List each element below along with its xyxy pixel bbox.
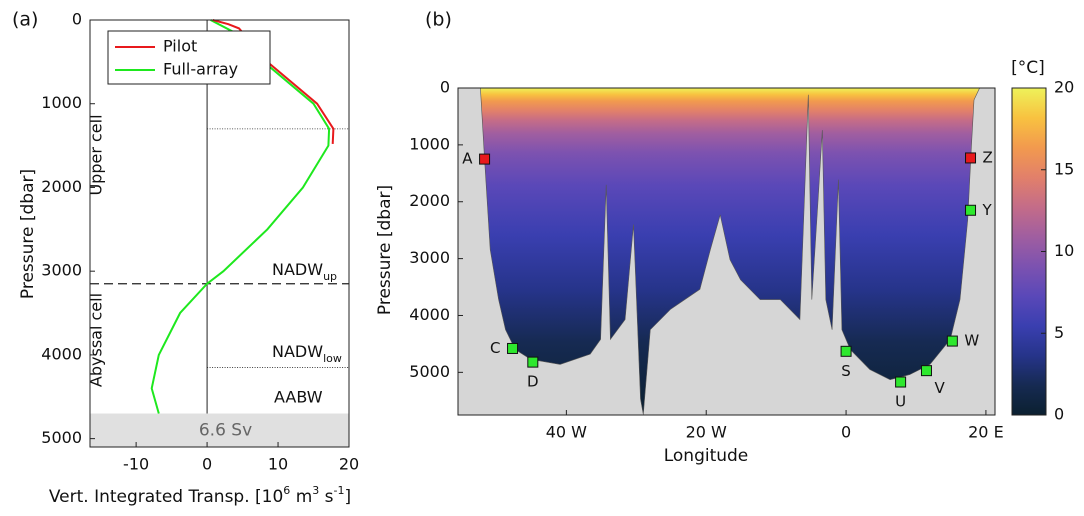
station-label: Y: [982, 201, 993, 219]
station-marker: [946, 335, 958, 347]
station-label: D: [527, 373, 539, 391]
y-tick-label: 3000: [41, 261, 82, 280]
x-tick-label: 40 W: [546, 423, 587, 442]
x-tick-label: 0: [202, 455, 212, 474]
x-tick-label: 0: [841, 423, 851, 442]
y-axis-label: Pressure [dbar]: [375, 185, 395, 315]
station-label: S: [841, 362, 851, 380]
station-marker: [965, 204, 977, 216]
station-label: U: [895, 393, 906, 411]
station-marker: [965, 152, 977, 164]
y-axis-label: Pressure [dbar]: [18, 169, 38, 299]
station-label: C: [490, 339, 500, 357]
y-tick-label: 5000: [409, 362, 450, 381]
station-label: V: [934, 379, 945, 397]
x-axis-label: Vert. Integrated Transp. [106 m3 s-1]: [49, 484, 351, 508]
y-tick-label: 4000: [409, 305, 450, 324]
y-tick-label: 1000: [409, 134, 450, 153]
annotation-subscript: low: [323, 352, 342, 365]
x-tick-label: 20 E: [968, 423, 1004, 442]
station-marker: [840, 345, 852, 357]
annotation-text: NADW: [272, 342, 323, 361]
annotation: Abyssal cell: [87, 293, 106, 387]
legend-box: [107, 30, 271, 85]
station-marker: [895, 376, 907, 388]
colorbar: [1011, 87, 1047, 416]
x-tick-label: -10: [123, 455, 149, 474]
station-marker: [920, 365, 932, 377]
station-marker: [507, 342, 519, 354]
y-tick-label: 0: [72, 10, 82, 29]
annotation-subscript: up: [323, 270, 337, 283]
colorbar-tick-label: 0: [1054, 405, 1064, 424]
y-tick-label: 2000: [41, 177, 82, 196]
y-tick-label: 5000: [41, 428, 82, 447]
annotation: NADWup: [272, 260, 337, 283]
colorbar-tick-label: 10: [1054, 241, 1074, 260]
y-tick-label: 2000: [409, 191, 450, 210]
annotation: NADWlow: [272, 342, 342, 365]
station-marker: [479, 153, 491, 165]
y-tick-label: 0: [440, 78, 450, 97]
legend-label: Full-array: [163, 60, 238, 79]
x-tick-label: 20: [339, 455, 359, 474]
station-label: Z: [983, 148, 993, 166]
y-tick-label: 1000: [41, 93, 82, 112]
panel-label: (a): [12, 9, 38, 31]
water-section: [480, 87, 981, 415]
colorbar-label: [°C]: [1011, 58, 1045, 78]
series-line: [150, 19, 331, 414]
station-label: W: [964, 332, 979, 350]
y-tick-label: 4000: [41, 344, 82, 363]
bottom-band: [90, 413, 349, 447]
y-tick-label: 3000: [409, 248, 450, 267]
band-label: 6.6 Sv: [199, 420, 252, 440]
x-tick-label: 10: [268, 455, 288, 474]
annotation: Upper cell: [87, 114, 106, 195]
colorbar-tick-label: 5: [1054, 323, 1064, 342]
legend-label: Pilot: [163, 37, 197, 56]
axes-frame: [89, 19, 350, 448]
panel-label: (b): [425, 9, 452, 31]
annotation: AABW: [274, 388, 323, 407]
station-label: A: [462, 150, 473, 168]
station-marker: [527, 356, 539, 368]
colorbar-tick-label: 20: [1054, 78, 1074, 97]
x-tick-label: 20 W: [686, 423, 727, 442]
axes-frame: [457, 87, 996, 416]
colorbar-tick-label: 15: [1054, 159, 1074, 178]
x-axis-label: Longitude: [664, 446, 749, 466]
annotation-text: NADW: [272, 260, 323, 279]
